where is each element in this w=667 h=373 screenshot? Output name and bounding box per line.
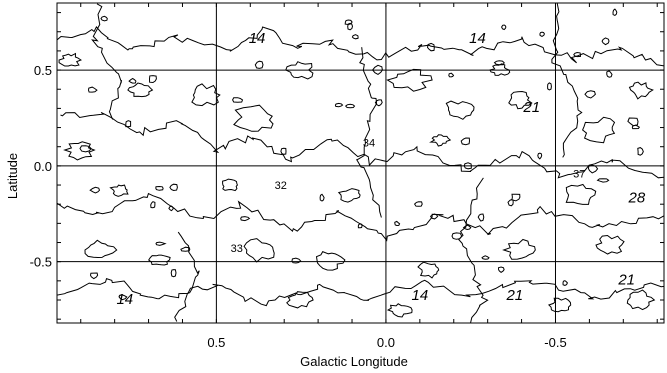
- contour-level-label: 33: [231, 243, 243, 255]
- contour-level-label: 14: [469, 30, 486, 47]
- gridlines: [57, 3, 664, 323]
- contour-level-label: 28: [628, 189, 646, 206]
- contour-level-label: 32: [275, 180, 287, 192]
- x-tick-label: -0.5: [544, 335, 566, 350]
- contour-labels: 14 14 21 34 32 37 28 33 14 14 21 21: [116, 30, 645, 308]
- contour-level-label: 21: [617, 272, 635, 289]
- contour-level-label: 37: [573, 168, 585, 180]
- x-axis-ticks: 0.5 0.0 -0.5: [80, 3, 658, 350]
- x-tick-label: 0.5: [207, 335, 225, 350]
- y-tick-label: 0.0: [34, 159, 52, 174]
- contour-level-label: 14: [411, 287, 428, 304]
- contour-lines: [57, 3, 664, 323]
- contour-level-label: 21: [505, 287, 523, 304]
- y-tick-label: 0.5: [34, 63, 52, 78]
- contour-level-label: 14: [249, 30, 266, 47]
- y-tick-label: -0.5: [30, 255, 52, 270]
- plot-frame: [56, 2, 665, 324]
- contour-level-label: 21: [522, 99, 540, 116]
- contour-level-label: 34: [363, 138, 375, 150]
- y-axis-ticks: 0.5 0.0 -0.5: [30, 12, 664, 320]
- x-axis-label: Galactic Longitude: [300, 354, 408, 369]
- contour-level-label: 14: [116, 291, 133, 308]
- x-tick-label: 0.0: [377, 335, 395, 350]
- y-axis-label: Latitude: [5, 153, 20, 199]
- plot-area: 14 14 21 34 32 37 28 33 14 14 21 21: [56, 2, 665, 324]
